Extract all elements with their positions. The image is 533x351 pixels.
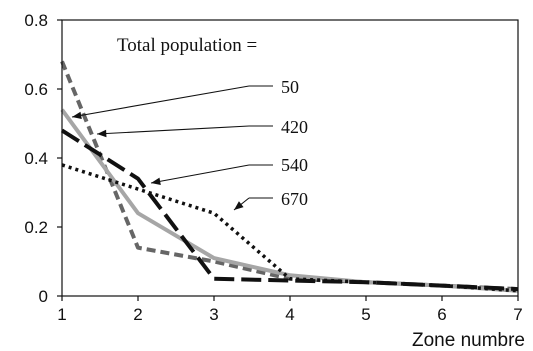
x-tick-label: 6	[437, 305, 446, 324]
y-tick-label: 0.8	[24, 11, 48, 30]
series-line-540	[60, 128, 519, 292]
series-layer	[60, 60, 519, 293]
annotation-title: Total population =	[117, 35, 257, 56]
callout-arrowhead	[97, 129, 107, 138]
series-line-670	[61, 163, 519, 293]
callout-arrowhead	[234, 201, 244, 210]
y-tick-label: 0.2	[24, 218, 48, 237]
x-tick-layer: 1 2 3 4 5 6 7	[57, 296, 523, 324]
callout-arrowhead	[72, 111, 82, 120]
y-tick-label: 0.4	[24, 149, 48, 168]
y-tick-layer: 0 0.2 0.4 0.6 0.8	[24, 11, 62, 306]
callout-leader	[96, 125, 250, 135]
x-tick-label: 3	[209, 305, 218, 324]
annotation-layer: 50 420 540 670	[71, 77, 308, 211]
x-tick-label: 2	[133, 305, 142, 324]
x-tick-label: 4	[285, 305, 294, 324]
callout-arrowhead	[151, 177, 161, 185]
callout-label-50: 50	[281, 77, 299, 97]
x-tick-label: 5	[361, 305, 370, 324]
callout-label-670: 670	[281, 189, 308, 209]
x-axis-label: Zone numbre	[412, 330, 525, 351]
callout-label-540: 540	[281, 155, 308, 175]
callout-leader	[71, 85, 250, 118]
y-tick-label: 0	[39, 287, 48, 306]
y-tick-label: 0.6	[24, 80, 48, 99]
callout-leader	[150, 164, 250, 184]
x-tick-label: 1	[57, 305, 66, 324]
callout-label-420: 420	[281, 117, 308, 137]
x-tick-label: 7	[513, 305, 522, 324]
